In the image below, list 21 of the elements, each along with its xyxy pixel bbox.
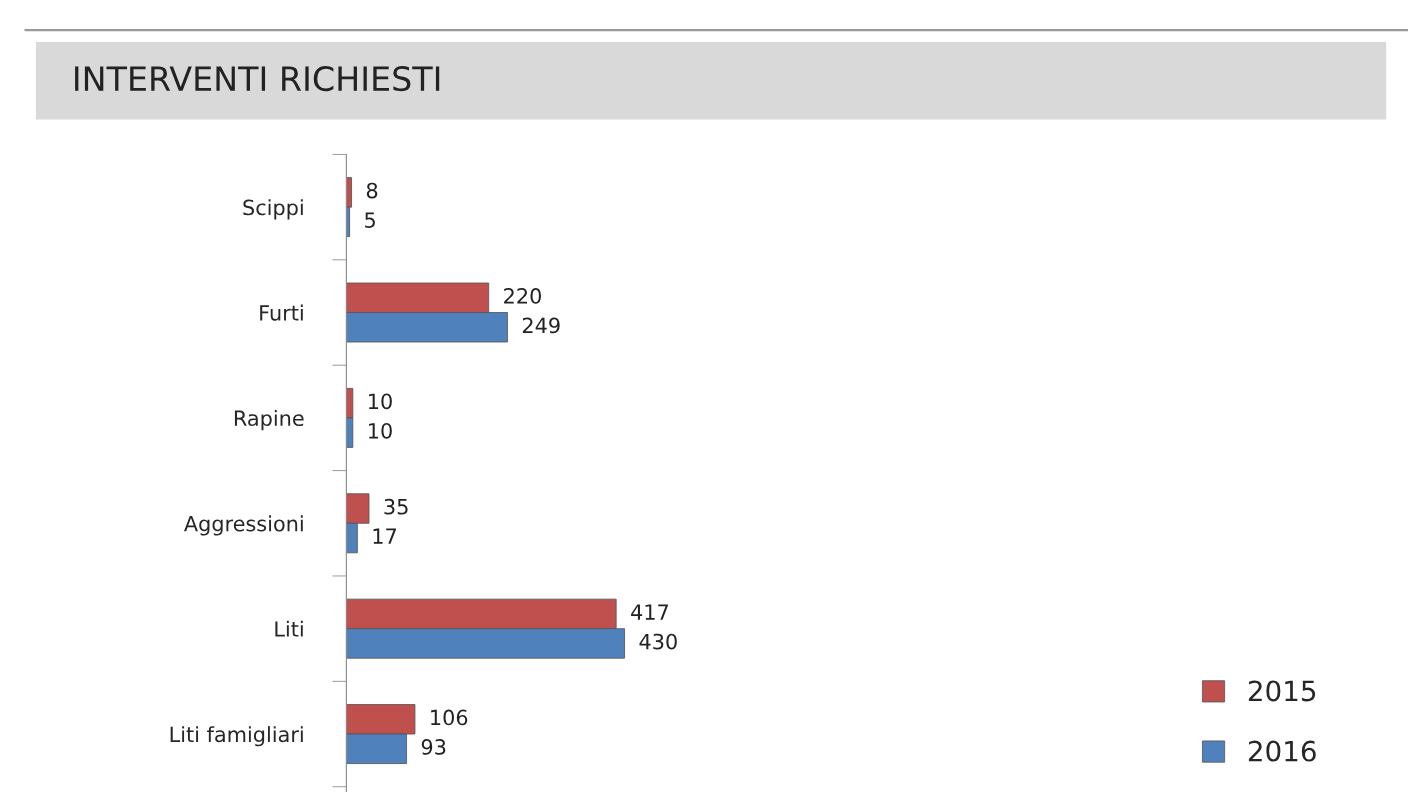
legend-label: 2015 — [1248, 680, 1316, 702]
y-tick-label: Liti famigliari — [170, 726, 303, 747]
data-label: 220 — [504, 288, 541, 304]
data-label: 417 — [631, 604, 669, 620]
y-tick-label: Scippi — [243, 199, 303, 220]
data-label: 106 — [431, 709, 468, 726]
chart-title: INTERVENTI RICHIESTI — [75, 66, 440, 92]
data-label: 430 — [639, 633, 677, 650]
data-label: 10 — [369, 422, 392, 439]
y-tick-label: Rapine — [234, 409, 304, 431]
data-label: 93 — [421, 739, 446, 755]
y-tick-label: Aggressioni — [184, 515, 303, 536]
data-label: 35 — [384, 498, 408, 515]
data-label: 5 — [365, 212, 375, 228]
y-tick-label: Furti — [260, 304, 303, 321]
data-label: 10 — [369, 393, 392, 410]
data-label: 17 — [373, 528, 396, 544]
data-label: 249 — [522, 317, 560, 334]
y-tick-label: Liti — [275, 620, 303, 637]
legend-label: 2016 — [1248, 740, 1316, 762]
data-label: 8 — [366, 182, 378, 199]
